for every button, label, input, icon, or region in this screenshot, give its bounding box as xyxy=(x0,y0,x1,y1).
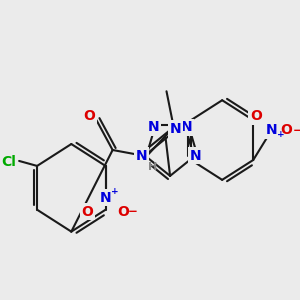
Text: Cl: Cl xyxy=(1,155,16,169)
Text: N: N xyxy=(136,149,147,163)
Text: −: − xyxy=(128,205,137,218)
Text: N: N xyxy=(148,121,159,134)
Text: N: N xyxy=(170,122,181,136)
Text: O: O xyxy=(250,109,262,123)
Text: O: O xyxy=(118,205,129,219)
Text: O: O xyxy=(83,109,95,123)
Text: O: O xyxy=(82,205,94,219)
Text: N: N xyxy=(100,191,111,205)
Text: H: H xyxy=(148,162,158,172)
Text: −: − xyxy=(292,124,300,136)
Text: +: + xyxy=(111,187,118,196)
Text: N: N xyxy=(266,123,277,137)
Text: +: + xyxy=(277,130,285,139)
Text: O: O xyxy=(280,123,292,137)
Text: N: N xyxy=(190,148,202,163)
Text: N: N xyxy=(181,121,193,134)
